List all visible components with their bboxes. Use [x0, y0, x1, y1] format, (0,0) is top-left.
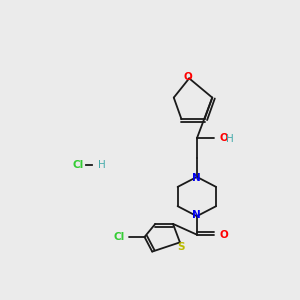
- Text: O: O: [220, 134, 229, 143]
- Text: Cl: Cl: [73, 160, 84, 170]
- Text: H: H: [226, 134, 234, 144]
- Text: O: O: [220, 230, 229, 240]
- Text: H: H: [98, 160, 106, 170]
- Text: Cl: Cl: [113, 232, 124, 242]
- Text: S: S: [177, 242, 184, 252]
- Text: N: N: [193, 210, 201, 220]
- Text: N: N: [193, 173, 201, 183]
- Text: O: O: [183, 72, 192, 82]
